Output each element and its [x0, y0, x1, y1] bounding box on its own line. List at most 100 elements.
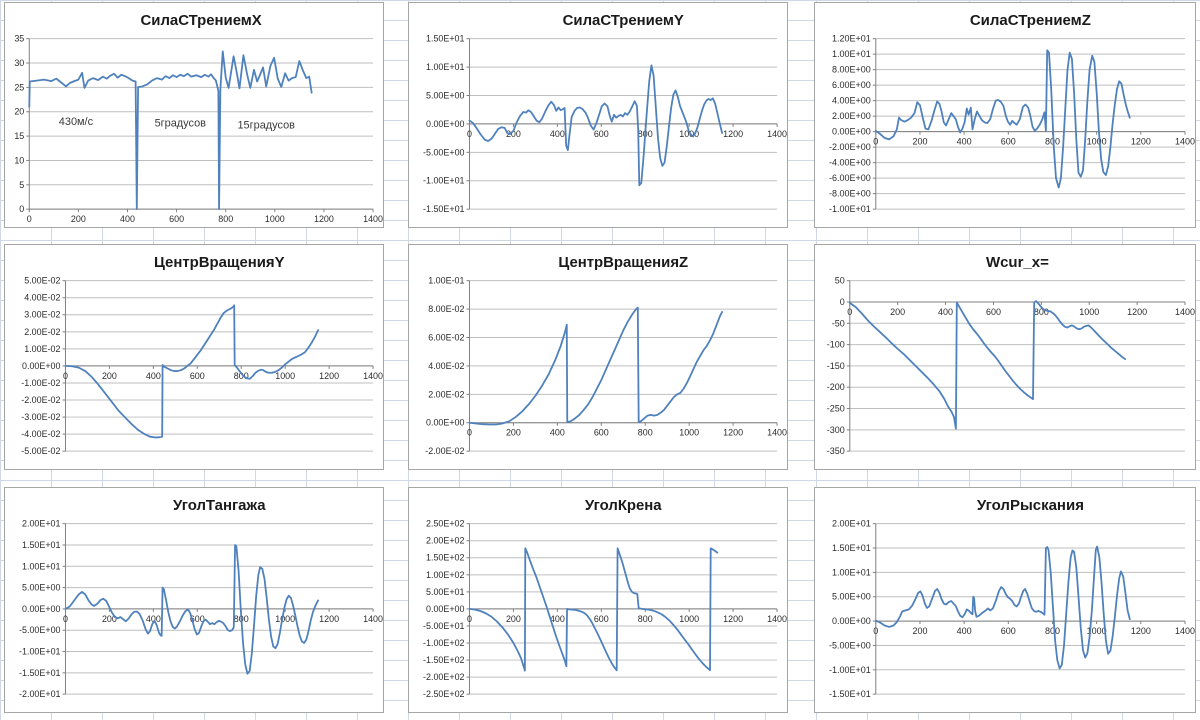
x-tick-label: 1000 [679, 428, 699, 438]
y-tick-label: 0.00E+00 [22, 361, 61, 371]
y-tick-label: 1.00E+01 [426, 62, 465, 72]
x-tick-label: 200 [912, 626, 927, 636]
x-tick-label: 1200 [1131, 137, 1151, 147]
y-tick-label: 50 [835, 276, 845, 286]
x-tick-label: 800 [1034, 307, 1049, 317]
y-tick-label: 1.00E-02 [24, 344, 60, 354]
y-tick-label: -5.00E+00 [829, 640, 871, 650]
y-tick-label: 20 [14, 107, 24, 117]
x-tick-label: 0 [467, 129, 472, 139]
y-tick-label: -250 [827, 404, 845, 414]
y-tick-label: -1.50E+02 [423, 655, 465, 665]
y-tick-label: 2.00E+02 [426, 536, 465, 546]
x-tick-label: 400 [146, 614, 161, 624]
y-tick-label: 1.00E+02 [426, 570, 465, 580]
x-tick-label: 0 [63, 614, 68, 624]
x-tick-label: 0 [27, 214, 32, 224]
chart-annotation: 430м/с [59, 116, 94, 128]
chart-annotation: 5градусов [155, 117, 207, 129]
chart-card-roll-angle[interactable]: 2.50E+02 2.00E+02 1.50E+02 1.00E+02 5.00E+01… [408, 487, 788, 713]
x-tick-label: 1400 [363, 371, 383, 381]
chart-card-wcur-x[interactable]: 50 0 -50 -100 -150 -200 -250 -300 -350 0 200 400 600… [814, 244, 1196, 470]
x-tick-label: 0 [847, 307, 852, 317]
x-tick-label: 600 [190, 371, 205, 381]
chart-card-yaw-angle[interactable]: 2.00E+01 1.50E+01 1.00E+01 5.00E+00 0.00E+00… [814, 487, 1196, 713]
x-tick-label: 0 [873, 137, 878, 147]
y-tick-label: 2.00E-02 [24, 327, 60, 337]
y-tick-label: -1.50E+01 [829, 689, 871, 699]
x-tick-label: 600 [1001, 137, 1016, 147]
y-tick-label: 2.00E+01 [832, 519, 871, 529]
chart-title: ЦентрВращенияZ [558, 255, 688, 271]
x-tick-label: 200 [102, 614, 117, 624]
x-tick-label: 1400 [363, 614, 383, 624]
y-tick-label: 0.00E+00 [426, 119, 465, 129]
y-tick-label: -1.50E+01 [19, 668, 61, 678]
y-tick-label: 35 [14, 34, 24, 44]
x-tick-label: 1400 [1175, 626, 1195, 636]
line-chart-force-friction-z: 1.20E+01 1.00E+01 8.00E+00 6.00E+00 4.00E+00… [829, 12, 1195, 214]
line-chart-roll-angle: 2.50E+02 2.00E+02 1.50E+02 1.00E+02 5.00E+01… [423, 498, 787, 699]
x-tick-label: 800 [1045, 137, 1060, 147]
y-tick-label: 1.00E+01 [832, 567, 871, 577]
y-tick-label: 1.00E-01 [428, 276, 464, 286]
y-tick-label: -1.00E+01 [829, 204, 871, 214]
line-chart-rotation-center-z: 1.00E-01 8.00E-02 6.00E-02 4.00E-02 2.00E-02… [425, 255, 787, 456]
y-tick-label: 25 [14, 82, 24, 92]
y-tick-label: 0.00E+00 [832, 127, 871, 137]
chart-card-force-friction-y[interactable]: 1.50E+01 1.00E+01 5.00E+00 0.00E+00 -5.00E+0… [408, 2, 788, 228]
chart-card-pitch-angle[interactable]: 2.00E+01 1.50E+01 1.00E+01 5.00E+00 0.00E+00… [4, 487, 384, 713]
y-tick-label: -2.00E-02 [21, 395, 60, 405]
x-tick-label: 600 [986, 307, 1001, 317]
y-tick-label: 4.00E-02 [24, 293, 60, 303]
series-line [28, 50, 313, 211]
chart-card-rotation-center-z[interactable]: 1.00E-01 8.00E-02 6.00E-02 4.00E-02 2.00E-02… [408, 244, 788, 470]
x-tick-label: 600 [594, 614, 609, 624]
x-tick-label: 0 [63, 371, 68, 381]
x-tick-label: 600 [169, 214, 184, 224]
x-tick-label: 1200 [723, 428, 743, 438]
x-tick-label: 1000 [1079, 307, 1099, 317]
line-chart-force-friction-x: 35 30 25 20 15 10 5 00 200 400 600 800 1000 1200 1400 4… [14, 13, 383, 224]
x-tick-label: 200 [890, 307, 905, 317]
y-tick-label: 15 [14, 131, 24, 141]
y-tick-label: 30 [14, 58, 24, 68]
y-tick-label: 0.00E+00 [832, 616, 871, 626]
x-tick-label: 1400 [363, 214, 383, 224]
y-tick-label: 1.00E+01 [832, 49, 871, 59]
y-tick-label: 0.00E+00 [426, 418, 465, 428]
series-line [848, 300, 1126, 430]
chart-card-force-friction-x[interactable]: 35 30 25 20 15 10 5 0 0 200 400 600 800 1000 1200 1400 4… [4, 2, 384, 228]
x-tick-label: 1200 [314, 214, 334, 224]
line-chart-yaw-angle: 2.00E+01 1.50E+01 1.00E+01 5.00E+00 0.00E+00… [829, 497, 1195, 699]
x-tick-label: 400 [938, 307, 953, 317]
y-tick-label: -6.00E+00 [829, 173, 871, 183]
y-tick-label: -1.00E+01 [423, 176, 465, 186]
chart-title: СилаСТрениемZ [970, 12, 1091, 29]
x-tick-label: 400 [550, 129, 565, 139]
x-tick-label: 800 [218, 214, 233, 224]
x-tick-label: 1000 [679, 129, 699, 139]
x-tick-label: 200 [912, 137, 927, 147]
y-tick-label: -3.00E-02 [21, 412, 60, 422]
x-tick-label: 1200 [1127, 307, 1147, 317]
chart-title: Wcur_x= [986, 254, 1049, 271]
x-tick-label: 1000 [1087, 137, 1107, 147]
x-tick-label: 1200 [723, 614, 743, 624]
y-tick-label: -300 [827, 425, 845, 435]
y-tick-label: 2.00E+00 [832, 111, 871, 121]
x-tick-label: 200 [102, 371, 117, 381]
y-tick-label: -200 [827, 382, 845, 392]
y-tick-label: 2.00E-02 [428, 389, 464, 399]
chart-title: СилаСТрениемY [563, 13, 684, 29]
y-tick-label: -1.00E+02 [423, 638, 465, 648]
y-tick-label: 5.00E-02 [24, 276, 60, 286]
chart-card-force-friction-z[interactable]: 1.20E+01 1.00E+01 8.00E+00 6.00E+00 4.00E+00… [814, 2, 1196, 228]
chart-card-rotation-center-y[interactable]: 5.00E-02 4.00E-02 3.00E-02 2.00E-02 1.00E-02… [4, 244, 384, 470]
x-tick-label: 400 [120, 214, 135, 224]
x-tick-label: 600 [1001, 626, 1016, 636]
y-tick-label: -8.00E+00 [829, 189, 871, 199]
x-tick-label: 0 [467, 614, 472, 624]
x-tick-label: 1000 [275, 371, 295, 381]
